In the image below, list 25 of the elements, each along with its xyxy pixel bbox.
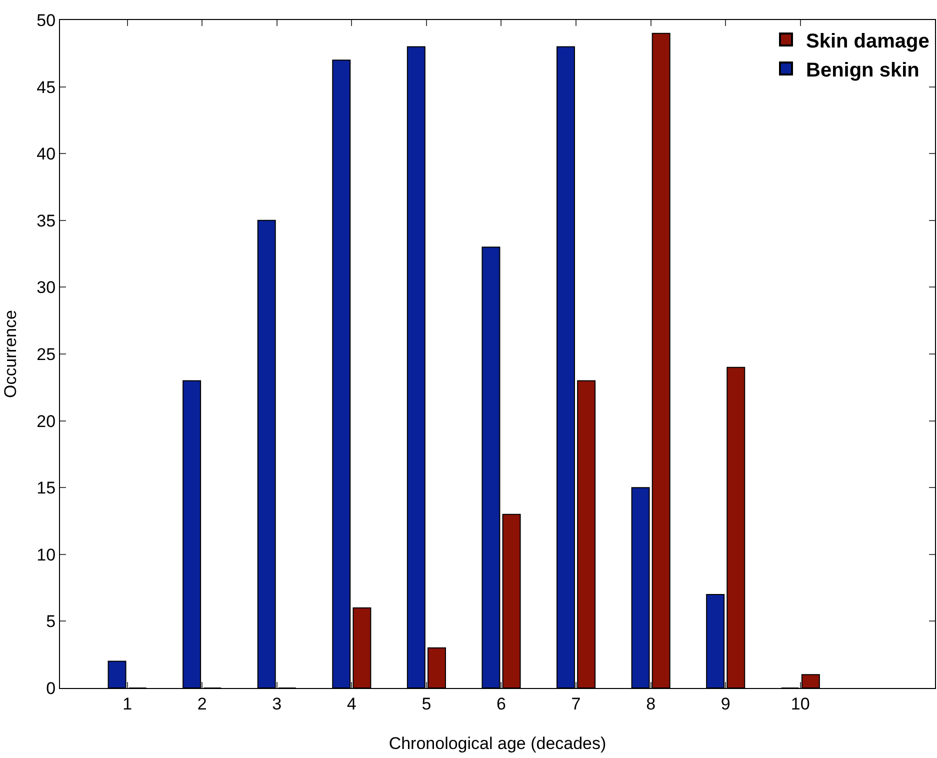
x-tick-label: 2 <box>197 694 207 714</box>
x-tick-label: 4 <box>346 694 356 714</box>
x-tick-label: 1 <box>122 694 132 714</box>
x-tick-label: 3 <box>272 694 282 714</box>
x-tick-label: 10 <box>790 694 810 714</box>
y-tick-label: 45 <box>36 78 56 97</box>
x-axis-title: Chronological age (decades) <box>388 734 606 753</box>
y-tick-label: 15 <box>36 478 56 498</box>
y-axis-title: Occurrence <box>1 310 20 398</box>
y-tick-label: 30 <box>36 278 56 298</box>
x-tick-label: 8 <box>646 694 656 714</box>
y-tick-label: 25 <box>36 344 56 364</box>
x-tick-label: 7 <box>571 694 581 714</box>
legend-label: Benign skin <box>806 59 920 82</box>
y-tick-label: 0 <box>46 678 56 698</box>
y-tick-label: 20 <box>36 412 56 431</box>
y-tick-label: 50 <box>36 10 56 30</box>
y-tick-label: 5 <box>46 612 56 632</box>
legend-label: Skin damage <box>806 30 930 52</box>
y-tick-label: 35 <box>36 211 56 230</box>
x-tick-label: 6 <box>496 694 506 714</box>
y-tick-label: 40 <box>36 144 56 164</box>
x-tick-label: 9 <box>720 694 730 714</box>
x-tick-label: 5 <box>422 694 432 714</box>
y-tick-label: 10 <box>36 545 56 564</box>
